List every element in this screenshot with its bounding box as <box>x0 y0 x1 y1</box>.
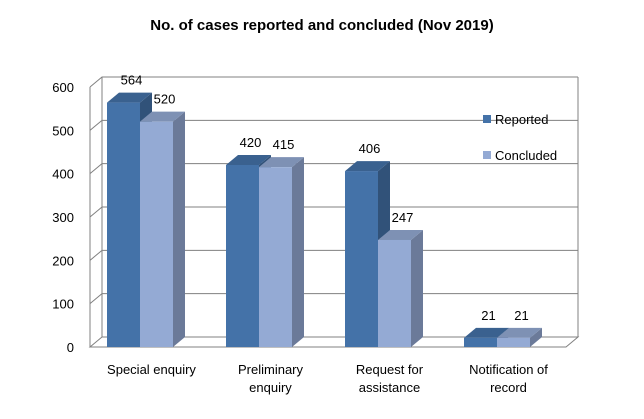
legend-label: Concluded <box>495 148 557 163</box>
gridline <box>89 163 578 175</box>
y-tick-label: 200 <box>52 253 74 268</box>
y-tick-label: 400 <box>52 167 74 182</box>
bar-reported <box>226 165 259 347</box>
x-tick-label: record <box>490 380 527 395</box>
legend-label: Reported <box>495 112 548 127</box>
bar-top <box>107 92 152 103</box>
data-label: 21 <box>514 308 528 323</box>
x-tick-label: Notification of <box>469 362 548 377</box>
x-tick-label: Preliminary <box>238 362 304 377</box>
axis-layer: 0 100 200 300 400 500 600 Special enquiry Prelim… <box>52 80 548 395</box>
y-tick-label: 0 <box>67 340 74 355</box>
bar-reported <box>345 171 378 347</box>
legend-swatch-reported <box>483 115 491 123</box>
data-label: 564 <box>121 73 143 88</box>
x-tick-label: Special enquiry <box>107 362 196 377</box>
bar-concluded <box>140 121 173 348</box>
chart-title: No. of cases reported and concluded (Nov… <box>150 17 493 34</box>
y-tick-label: 100 <box>52 297 74 312</box>
bar-top <box>497 327 542 338</box>
bar-top <box>226 155 271 165</box>
bar-top <box>464 327 509 338</box>
bar-side <box>411 229 423 347</box>
bar-concluded <box>378 239 411 347</box>
data-label: 415 <box>273 137 295 152</box>
data-label: 420 <box>240 135 262 150</box>
bar-side <box>292 157 304 347</box>
data-label: 21 <box>481 308 495 323</box>
bar-reported <box>107 102 140 347</box>
legend-swatch-concluded <box>483 151 491 159</box>
bar-reported <box>464 337 497 347</box>
gridline <box>89 119 578 131</box>
gridline <box>89 76 578 88</box>
x-tick-label: Request for <box>356 362 424 377</box>
y-tick-label: 600 <box>52 80 74 95</box>
data-label: 520 <box>154 92 176 107</box>
y-tick-label: 500 <box>52 123 74 138</box>
legend: Reported Concluded <box>483 112 557 163</box>
bar-side <box>173 111 185 348</box>
x-tick-label: assistance <box>359 380 420 395</box>
data-label: 406 <box>359 141 381 156</box>
bar-top <box>345 161 390 172</box>
bars-layer <box>107 92 542 348</box>
bar-side <box>530 327 542 347</box>
y-tick-label: 300 <box>52 210 74 225</box>
bar-top <box>140 111 185 122</box>
bar-concluded <box>259 167 292 347</box>
bar-top <box>259 157 304 168</box>
gridline <box>89 206 578 218</box>
data-label: 247 <box>392 210 414 225</box>
bar-concluded <box>497 337 530 347</box>
labels-layer: 564 520 420 415 406 247 21 21 <box>121 73 529 323</box>
bar-top <box>378 229 423 240</box>
x-tick-label: enquiry <box>249 380 292 395</box>
